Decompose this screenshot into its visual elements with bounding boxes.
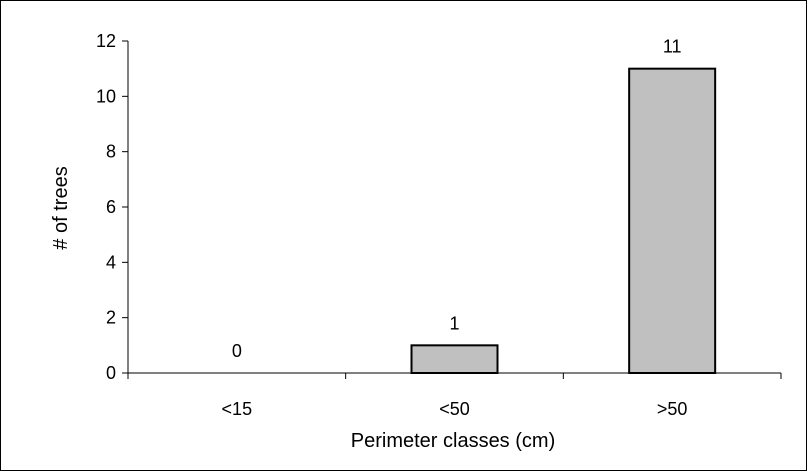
data-label: 11 — [663, 37, 682, 57]
y-tick-label: 6 — [106, 197, 116, 217]
plot-area: 0 2 4 6 8 10 12 <15 0 <50 1 >50 11 — [96, 31, 782, 419]
y-axis-title: # of trees — [50, 166, 72, 249]
bar — [628, 67, 717, 375]
y-tick-label: 2 — [106, 308, 116, 328]
x-category-label: <50 — [439, 399, 470, 419]
y-tick-label: 4 — [106, 252, 116, 272]
y-tick-label: 0 — [106, 363, 116, 383]
x-category-label: <15 — [222, 399, 253, 419]
y-tick-label: 8 — [106, 142, 116, 162]
x-category-label: >50 — [657, 399, 688, 419]
y-tick-label: 10 — [96, 86, 116, 106]
data-label: 1 — [449, 313, 459, 333]
data-label: 0 — [232, 341, 242, 361]
y-tick-label: 12 — [96, 31, 116, 51]
bar — [410, 344, 499, 375]
x-axis-title: Perimeter classes (cm) — [351, 430, 555, 452]
